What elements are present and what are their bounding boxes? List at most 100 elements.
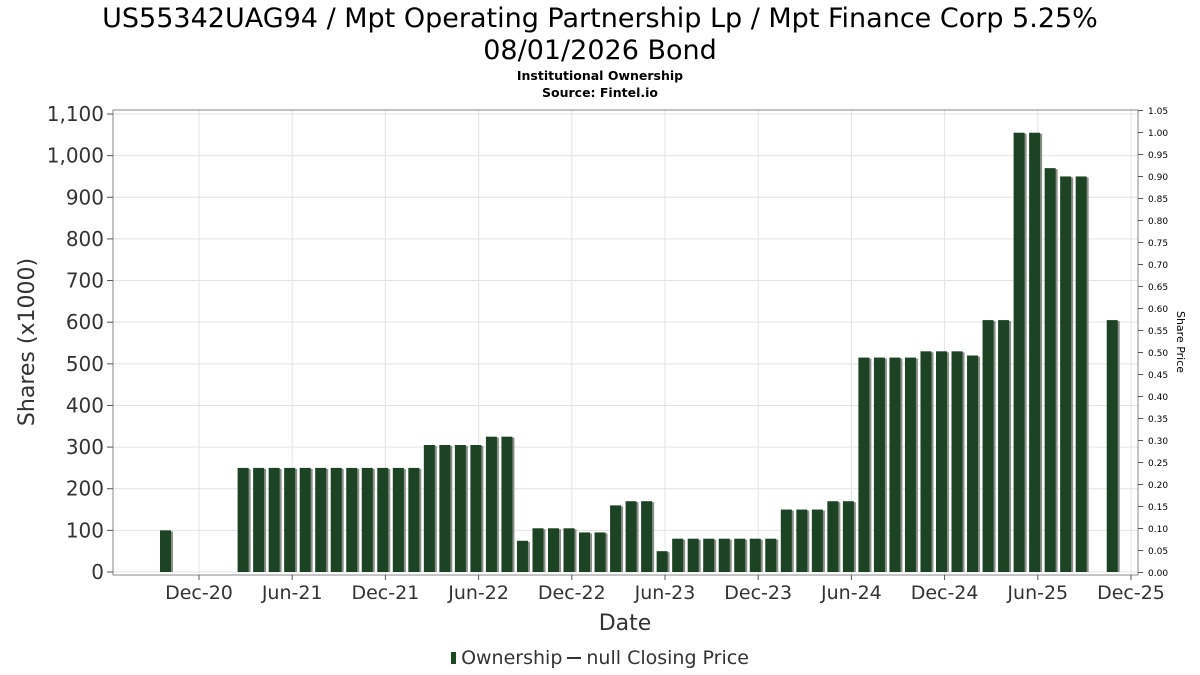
y2-tick-label: 0.50 [1148,349,1168,359]
y2-tick-label: 0.60 [1148,305,1168,315]
x-tick-label: Jun-23 [634,582,696,604]
ownership-bar [765,538,777,572]
ownership-bar [827,501,839,572]
chart-title-line-2: 08/01/2026 Bond [483,35,717,66]
x-tick-label: Jun-22 [447,582,509,604]
ownership-bar [873,357,885,572]
ownership-bar [454,445,466,572]
y2-tick-label: 0.80 [1148,217,1168,227]
ownership-bar [377,467,389,572]
ownership-bar [346,467,358,572]
ownership-bar [672,538,684,572]
ownership-bar [936,351,947,572]
y-tick-label: 700 [66,269,104,293]
ownership-bar [780,509,792,572]
ownership-bar [516,540,528,572]
y2-tick-label: 0.95 [1148,151,1168,161]
y2-tick-label: 0.65 [1148,283,1168,293]
y-tick-label: 900 [66,185,104,209]
y2-tick-label: 0.30 [1148,437,1168,447]
axes: 0 100 200 300 400 500 600 700 800 900 1,000 1,100 0.… [47,102,1169,604]
ownership-bar [625,501,637,572]
y-tick-label: 200 [66,477,104,501]
ownership-bar [1013,132,1025,572]
x-tick-label: Dec-21 [351,582,419,604]
ownership-bar [811,509,823,572]
x-tick-label: Dec-20 [165,582,233,604]
ownership-bar [485,436,497,572]
x-tick-label: Dec-24 [911,582,979,604]
ownership-bar [284,467,296,572]
ownership-bar [408,467,420,572]
x-axis-label: Date [599,611,652,636]
chart-legend: Ownership null Closing Price [0,647,1200,669]
y2-tick-label: 0.00 [1148,569,1168,579]
ownership-bar [749,538,761,572]
ownership-bar [439,445,451,572]
ownership-legend-label: Ownership [461,647,563,669]
y-axis-label: Shares (x1000) [15,258,40,426]
ownership-bar [361,467,373,572]
ownership-bar [796,509,808,572]
y2-tick-label: 0.15 [1148,503,1168,513]
ownership-bar [656,551,668,572]
ownership-bar [703,538,715,572]
ownership-bar [548,528,559,572]
ownership-bar [889,357,901,572]
ownership-bar [470,445,482,572]
ownership-bar [687,538,699,572]
ownership-bar [641,501,653,572]
y-tick-label: 400 [66,393,104,417]
x-tick-label: Jun-25 [1006,582,1068,604]
ownership-bar [610,505,622,572]
ownership-bar [734,538,746,572]
ownership-bar [998,320,1010,572]
ownership-bar [1075,176,1087,573]
y2-axis-label: Share Price [1174,311,1187,373]
chart-subtitle: Institutional Ownership [516,68,684,83]
ownership-bar [951,351,963,572]
ownership-bar [920,351,932,572]
x-tick-label: Jun-24 [820,582,882,604]
ownership-bar [392,467,404,572]
ownership-bar [253,467,265,572]
ownership-bar [1060,176,1072,573]
ownership-bar [237,467,249,572]
ownership-bar [1029,132,1041,572]
price-legend-line [567,656,582,659]
ownership-bar [268,467,280,572]
y-tick-label: 0 [91,560,104,584]
x-tick-label: Dec-25 [1097,582,1165,604]
ownership-bar [1106,320,1118,572]
y2-tick-label: 0.85 [1148,195,1168,205]
ownership-bar [423,445,435,572]
y2-tick-label: 0.90 [1148,173,1168,183]
y2-tick-label: 0.10 [1148,525,1168,535]
y2-tick-label: 0.25 [1148,459,1168,469]
y2-tick-label: 0.70 [1148,261,1168,271]
ownership-bar [982,320,994,572]
price-legend-label: null Closing Price [586,647,749,669]
ownership-bar [967,355,979,572]
y-tick-label: 500 [66,352,104,376]
y2-tick-label: 0.45 [1148,371,1168,381]
x-tick-label: Dec-23 [724,582,792,604]
ownership-bar [842,501,854,572]
ownership-bar [532,528,544,572]
y-tick-label: 1,000 [47,144,104,168]
ownership-bar [1044,168,1056,573]
ownership-bar [160,530,171,572]
x-tick-label: Jun-21 [261,582,323,604]
ownership-bar [858,357,870,572]
y2-tick-label: 1.05 [1148,107,1168,117]
y2-tick-label: 0.35 [1148,415,1168,425]
ownership-bar [904,357,916,572]
y-tick-label: 300 [66,435,104,459]
y-tick-label: 100 [66,518,104,542]
y-tick-label: 800 [66,227,104,251]
ownership-bar [563,528,575,572]
ownership-bar [315,467,327,572]
plot-frame [112,109,1139,576]
ownership-bar [594,532,606,572]
